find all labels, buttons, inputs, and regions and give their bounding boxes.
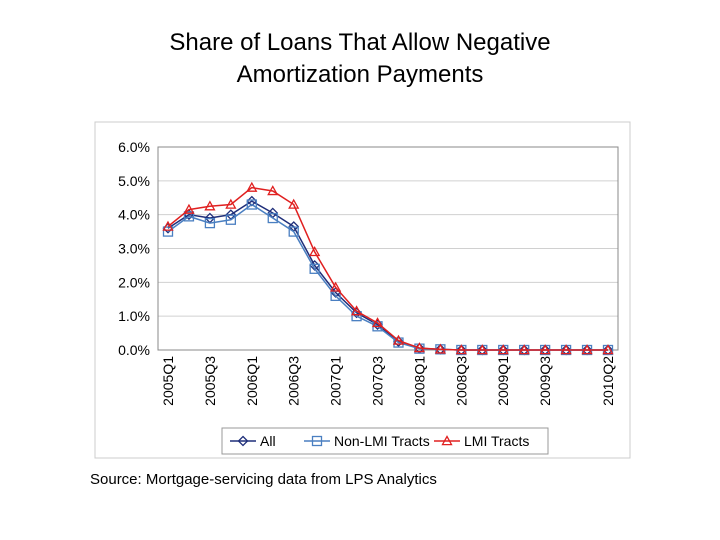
y-tick-label: 2.0% <box>118 274 150 290</box>
y-tick-label: 3.0% <box>118 241 150 257</box>
data-point <box>288 226 299 237</box>
data-point <box>581 344 593 355</box>
y-tick-label: 5.0% <box>118 173 150 189</box>
data-point <box>371 317 384 328</box>
y-tick-label: 0.0% <box>118 342 150 358</box>
data-point <box>434 343 446 354</box>
data-point <box>309 263 320 274</box>
data-point <box>267 212 278 224</box>
legend-label: All <box>260 433 276 449</box>
data-point <box>225 214 237 225</box>
x-tick-label: 2007Q1 <box>328 356 344 406</box>
data-point <box>476 344 488 355</box>
data-point <box>392 334 405 345</box>
data-point <box>602 344 614 355</box>
data-point <box>267 185 279 196</box>
x-tick-label: 2008Q3 <box>453 356 469 406</box>
x-tick-label: 2010Q2 <box>600 356 616 406</box>
data-point <box>246 181 258 192</box>
data-point <box>204 217 216 229</box>
x-tick-label: 2006Q1 <box>244 356 260 406</box>
data-point <box>350 305 363 316</box>
data-point <box>288 198 300 209</box>
x-tick-label: 2009Q3 <box>537 356 553 406</box>
chart-frame <box>94 121 631 459</box>
x-tick-label: 2007Q3 <box>370 356 386 406</box>
y-tick-label: 4.0% <box>118 207 150 223</box>
source-note: Source: Mortgage-servicing data from LPS… <box>90 471 437 488</box>
data-point <box>455 344 467 355</box>
x-tick-label: 2005Q1 <box>160 356 176 406</box>
legend-label: LMI Tracts <box>464 433 529 449</box>
data-point <box>330 281 342 292</box>
x-tick-label: 2006Q3 <box>286 356 302 406</box>
data-point <box>309 246 321 257</box>
chart-title: Share of Loans That Allow Negative <box>169 29 550 56</box>
plot-area <box>157 146 619 351</box>
data-point <box>539 344 551 355</box>
y-tick-label: 1.0% <box>118 308 150 324</box>
data-point <box>311 435 323 447</box>
data-point <box>162 220 174 231</box>
x-tick-label: 2005Q3 <box>202 356 218 406</box>
legend-box <box>221 427 549 455</box>
data-point <box>183 203 195 214</box>
y-tick-label: 6.0% <box>118 139 150 155</box>
data-point <box>183 211 195 222</box>
data-point <box>560 344 572 355</box>
data-point <box>413 342 426 353</box>
chart-title: Amortization Payments <box>237 61 484 88</box>
data-point <box>246 199 257 210</box>
data-point <box>204 200 216 211</box>
data-point <box>497 344 509 355</box>
x-tick-label: 2009Q1 <box>495 356 511 406</box>
series-line <box>167 186 608 351</box>
data-point <box>237 435 249 447</box>
data-point <box>225 198 237 209</box>
legend-label: Non-LMI Tracts <box>334 433 430 449</box>
data-point <box>441 435 453 446</box>
data-point <box>162 226 174 237</box>
x-tick-label: 2008Q1 <box>411 356 427 406</box>
data-point <box>518 344 530 355</box>
